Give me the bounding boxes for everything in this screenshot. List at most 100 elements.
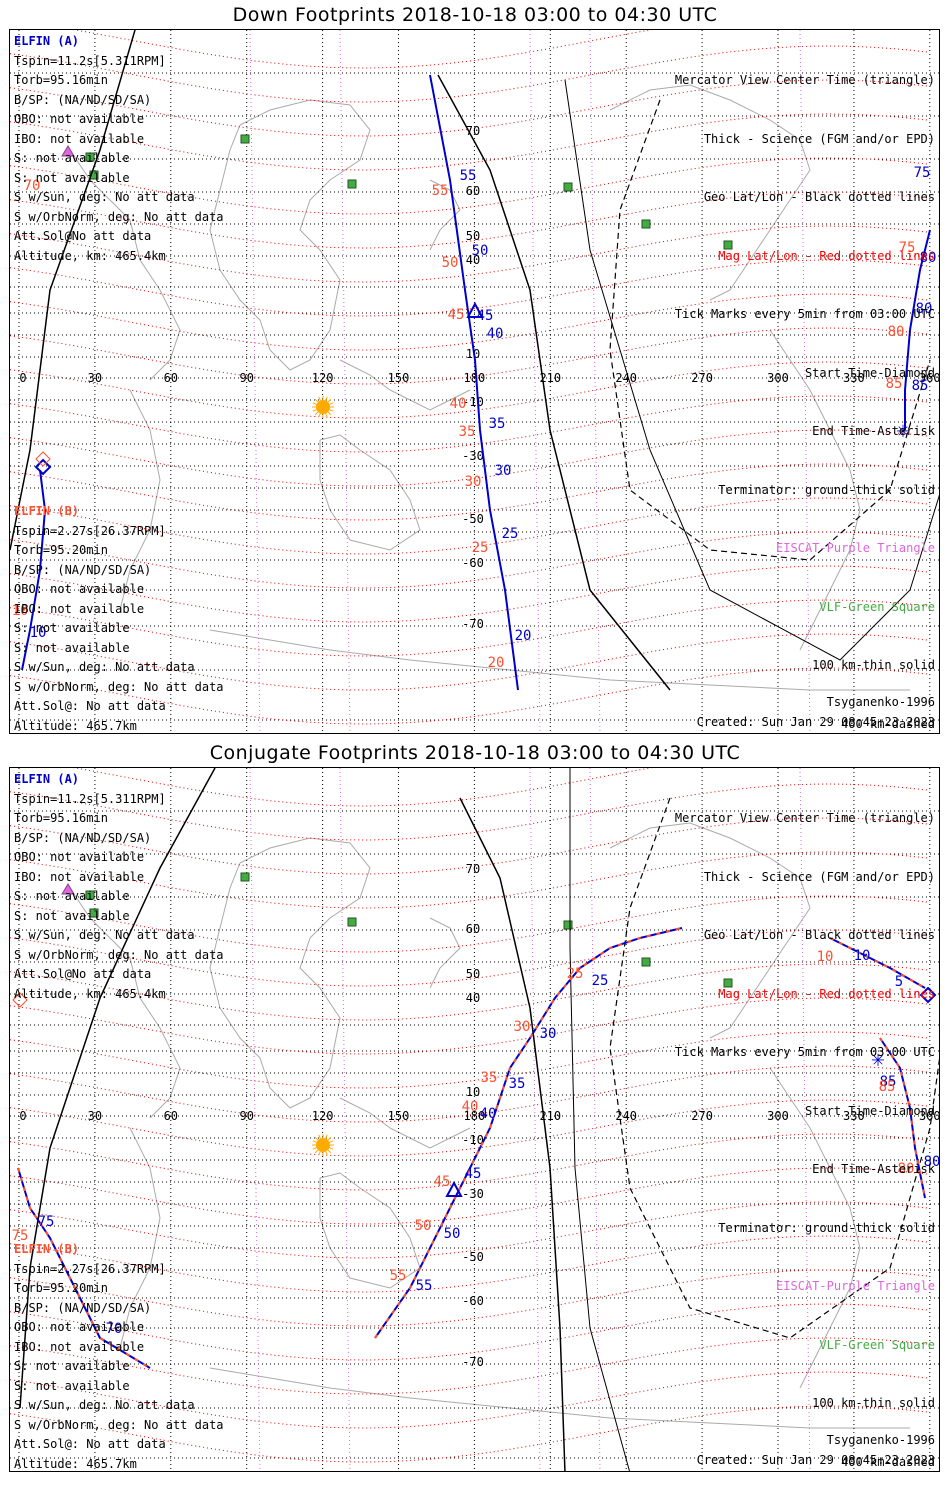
lon-tick-label: 300: [767, 371, 789, 385]
sat-a-tick-label: 55: [416, 1278, 433, 1294]
sat-a-tspin: Tspin=11.2s[5.311RPM]: [14, 791, 166, 806]
sat-a-tick-label: 10: [854, 948, 871, 964]
lat-tick-label: -70: [462, 617, 484, 631]
mag-parallel: [10, 113, 931, 171]
lat-tick-label: -50: [462, 512, 484, 526]
sat-a-s2: S: not available: [14, 170, 130, 185]
sun-ray: [327, 411, 332, 416]
sat-b-tick-label: 10: [817, 949, 834, 965]
sat-b-info: ELFIN (B) Tspin=2.27s[26.37RPM] Torb=95.20…: [14, 502, 224, 733]
legend-item: Tick Marks every 5min from 03:00 UTC: [674, 307, 935, 321]
sat-a-tick-label: 50: [444, 1226, 461, 1242]
legend: Mercator View Center Time (triangle) Thi…: [674, 770, 935, 1471]
subsolar-sun-icon: [312, 396, 334, 418]
legend-item: Thick - Science (FGM and/or EPD): [703, 869, 935, 884]
terminator-100km: [564, 79, 939, 661]
start-time-diamond-b: [35, 451, 51, 467]
vlf-station-square: [347, 179, 357, 189]
mag-parallel: [10, 1337, 931, 1395]
legend-item: Terminator: ground-thick solid: [718, 482, 935, 497]
lat-tick-label: -30: [462, 1187, 484, 1201]
sat-a-alt: Altitude, km: 465.4km: [14, 248, 166, 263]
sun-ray: [327, 1136, 332, 1141]
mag-parallel: [10, 1405, 931, 1463]
lat-tick-label: 10: [466, 347, 480, 361]
lon-tick-label: 210: [539, 371, 561, 385]
vlf-station-square: [85, 152, 95, 162]
sat-b-s2: S: not available: [14, 640, 130, 655]
sat-b-ssun: S w/Sun, deg: No att data: [14, 1398, 195, 1412]
vlf-station-square: [723, 240, 733, 250]
lat-tick-label: -70: [462, 1355, 484, 1369]
sat-b-tick-label: 85: [879, 1079, 896, 1095]
sat-a-tick-label: 40: [487, 326, 504, 342]
sat-a-track-east2: [879, 1037, 926, 1199]
mag-parallel: [10, 429, 931, 487]
sat-a-info: ELFIN (A) Tspin=11.2s[5.311RPM] Torb=95.16…: [14, 770, 224, 1004]
mag-meridian: [339, 30, 351, 733]
start-time-diamond-b: [12, 992, 28, 1008]
sat-a-tick-label: 25: [502, 526, 519, 542]
lat-tick-label: -10: [462, 1133, 484, 1147]
sat-b-ibo: IBO: not available: [14, 1339, 145, 1354]
sun-disc: [316, 400, 330, 414]
coastline: [609, 822, 811, 1039]
sat-b-tick-label: 25: [472, 540, 489, 556]
lon-tick-label: 150: [388, 371, 410, 385]
coastline: [429, 917, 461, 989]
mag-meridian: [529, 768, 541, 1471]
sat-b-s2: S: not available: [14, 1378, 130, 1393]
sat-b-tick-label: 80: [898, 1161, 915, 1177]
sat-a-attsol: Att.Sol@No att data: [14, 967, 152, 981]
sun-ray: [327, 1149, 332, 1154]
lat-tick-label: -50: [462, 1250, 484, 1264]
sat-a-tick-label: 75: [38, 1214, 55, 1230]
sat-b-tick-label: 75: [12, 1228, 29, 1244]
legend-item: EISCAT-Purple Triangle: [776, 541, 935, 555]
legend-item: 100 km-thin solid: [812, 658, 935, 672]
sat-b-s1: S: not available: [14, 621, 130, 635]
mag-parallel: [72, 768, 653, 807]
mag-parallel: [10, 327, 931, 385]
mag-parallel: [10, 79, 931, 137]
coastline: [119, 1127, 161, 1349]
sat-b-tick-label: 75: [899, 240, 916, 256]
lon-tick-label: 360: [919, 371, 940, 385]
lat-tick-label: -30: [462, 449, 484, 463]
sat-a-tick-label: 35: [489, 416, 506, 432]
sat-a-bsp: B/SP: (NA/ND/SD/SA): [14, 830, 152, 845]
mag-parallel: [10, 963, 931, 1021]
sat-a-tick-label: 35: [509, 1076, 526, 1092]
sat-a-obo: OBO: not available: [14, 112, 145, 126]
vlf-station-square: [641, 219, 651, 229]
sat-b-tspin: Tspin=2.27s[26.37RPM]: [14, 1261, 166, 1276]
sat-a-bsp: B/SP: (NA/ND/SD/SA): [14, 92, 152, 107]
lat-tick-label: 50: [466, 229, 480, 243]
mag-parallel: [10, 361, 931, 419]
sun-ray: [312, 409, 317, 412]
coastline: [209, 837, 371, 1109]
mag-parallel: [10, 531, 931, 589]
sat-a-name: ELFIN (A): [14, 772, 80, 786]
vlf-station-square: [240, 872, 250, 882]
legend-item: Tick Marks every 5min from 03:00 UTC: [674, 1045, 935, 1059]
sat-a-tick-label: 80: [924, 1154, 940, 1170]
sun-ray: [325, 396, 328, 401]
sat-b-name: ELFIN (B): [14, 1242, 80, 1256]
mag-meridian: [249, 768, 261, 1471]
sun-ray: [325, 1151, 328, 1156]
sat-a-tick-label: 20: [515, 628, 532, 644]
sat-a-track-overlay: [374, 927, 683, 1339]
mag-parallel: [10, 45, 931, 103]
sat-a-sorb: S w/OrbNorm, deg: No att data: [14, 209, 224, 224]
panel-title: Conjugate Footprints 2018-10-18 03:00 to…: [209, 742, 741, 764]
legend-item: Geo Lat/Lon - Black dotted lines: [703, 928, 935, 942]
sat-b-tick-label: 45: [434, 1174, 451, 1190]
sun-ray: [329, 1140, 334, 1143]
sun-ray: [327, 398, 332, 403]
sat-b-sorb: S w/OrbNorm, deg: No att data: [14, 1417, 224, 1432]
terminator-ground: [437, 74, 671, 691]
vlf-station-square: [89, 908, 99, 918]
sat-a-tick-label: 45: [465, 1166, 482, 1182]
sat-a-tick-label: 80: [920, 250, 937, 266]
